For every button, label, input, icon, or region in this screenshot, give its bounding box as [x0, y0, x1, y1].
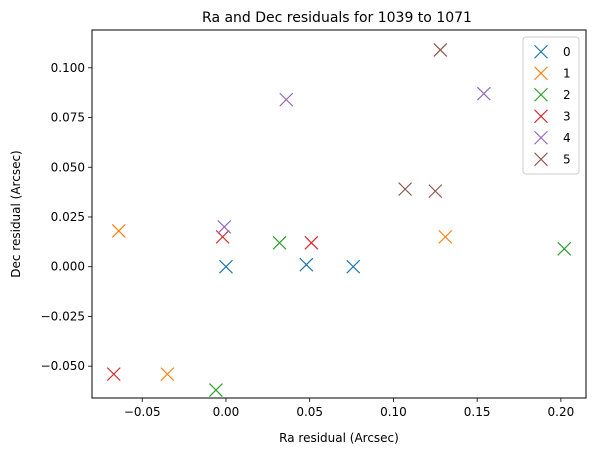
legend-label: 1	[563, 66, 571, 80]
legend: 0 1 2 3 4 5	[522, 36, 580, 175]
y-tick-label: −0.050	[41, 359, 85, 373]
x-tick-label: 0.20	[548, 405, 575, 419]
data-point-series-3	[304, 235, 319, 250]
x-tick-label: 0.10	[380, 405, 407, 419]
legend-marker	[534, 87, 548, 102]
legend-item-3: 3	[534, 109, 571, 124]
plot-area	[91, 29, 587, 399]
data-point-series-0	[299, 257, 314, 272]
legend-item-5: 5	[534, 152, 571, 167]
x-tick-label: 0.05	[296, 405, 323, 419]
legend-label: 4	[563, 131, 571, 145]
data-point-series-2	[208, 383, 223, 397]
data-point-series-4	[476, 86, 491, 101]
data-point-series-1	[160, 367, 175, 382]
legend-marker	[534, 130, 548, 145]
data-points	[106, 42, 572, 397]
data-point-series-4	[217, 220, 232, 234]
y-tick-label: 0.075	[51, 111, 85, 125]
legend-marker	[534, 152, 548, 167]
legend-item-2: 2	[534, 87, 571, 102]
legend-marker	[534, 109, 548, 124]
y-axis-label: Dec residual (Arcsec)	[9, 150, 23, 277]
y-axis: −0.050 −0.025 0.000 0.025 0.050 0.075 0.100	[41, 61, 92, 373]
legend-item-0: 0	[534, 44, 571, 59]
legend-label: 0	[563, 45, 571, 59]
legend-item-4: 4	[534, 130, 571, 145]
data-point-series-5	[433, 42, 448, 57]
legend-item-1: 1	[534, 66, 571, 81]
y-tick-label: 0.025	[51, 210, 85, 224]
legend-label: 5	[563, 152, 571, 166]
data-point-series-5	[398, 182, 413, 197]
y-tick-label: 0.050	[51, 160, 85, 174]
data-point-series-0	[346, 259, 361, 274]
legend-marker	[534, 66, 548, 81]
data-point-series-0	[219, 259, 233, 274]
data-point-series-4	[279, 92, 294, 107]
data-point-series-5	[428, 184, 443, 199]
y-tick-label: −0.025	[41, 309, 85, 323]
chart-title: Ra and Dec residuals for 1039 to 1071	[202, 10, 472, 26]
data-point-series-1	[111, 223, 126, 238]
x-tick-label: 0.00	[213, 405, 240, 419]
data-point-series-2	[557, 241, 572, 256]
x-axis-label: Ra residual (Arcsec)	[279, 431, 399, 445]
y-tick-label: 0.000	[51, 260, 85, 274]
legend-label: 3	[563, 109, 571, 123]
data-point-series-2	[272, 235, 287, 250]
y-tick-label: 0.100	[51, 61, 85, 75]
x-tick-label: 0.15	[464, 405, 491, 419]
legend-label: 2	[563, 88, 571, 102]
x-axis: −0.05 0.00 0.05 0.10 0.15 0.20	[124, 398, 574, 419]
data-point-series-3	[106, 367, 121, 382]
data-point-series-1	[438, 229, 453, 244]
x-tick-label: −0.05	[124, 405, 161, 419]
legend-marker	[534, 44, 548, 59]
legend-box	[522, 36, 580, 175]
